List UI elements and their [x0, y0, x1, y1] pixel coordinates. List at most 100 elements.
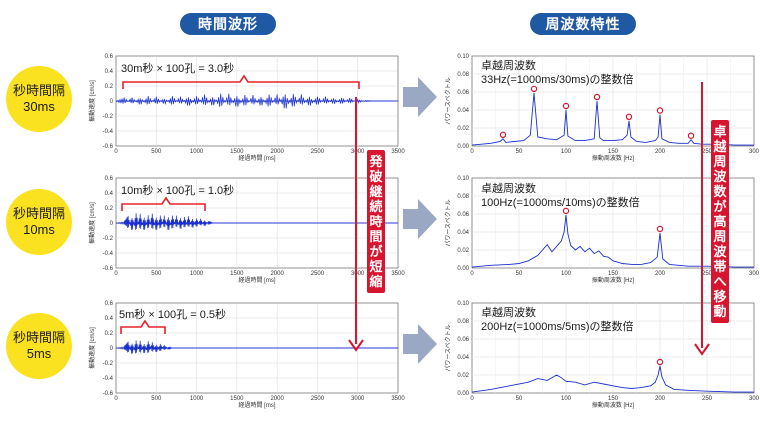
- series-line: [471, 92, 754, 146]
- x-tick-label: 300: [749, 396, 760, 402]
- peak-marker: [625, 113, 633, 121]
- x-tick-label: 1000: [190, 271, 204, 277]
- y-tick-label: 0.10: [457, 176, 469, 182]
- freq-annotation-5ms: 卓越周波数 200Hz(=1000ms/5ms)の整数倍: [481, 306, 634, 334]
- x-axis-label: 経過時間 [ms]: [239, 401, 276, 409]
- x-tick-label: 500: [151, 271, 162, 277]
- x-tick-label: 200: [655, 149, 666, 155]
- y-tick-label: -0.2: [103, 236, 114, 242]
- freq-annotation-30ms: 卓越周波数 33Hz(=1000ms/30ms)の整数倍: [481, 59, 634, 87]
- y-tick-label: -0.4: [103, 251, 114, 257]
- x-tick-label: 50: [516, 396, 523, 402]
- y-tick-label: -0.6: [103, 266, 114, 272]
- y-tick-label: 0: [110, 99, 114, 105]
- x-tick-label: 3000: [351, 149, 365, 155]
- y-tick-label: 0.06: [457, 90, 469, 96]
- x-tick-label: 2000: [270, 271, 284, 277]
- y-tick-label: 0.04: [457, 230, 469, 236]
- flow-arrow-row2: [403, 199, 437, 239]
- y-axis-label: パワースペクトル: [445, 77, 452, 124]
- peak-marker: [656, 107, 664, 114]
- x-axis-label: 振動周波数 [Hz]: [592, 276, 635, 284]
- freq-subtitle: 200Hz(=1000ms/5ms)の整数倍: [481, 321, 634, 333]
- x-tick-label: 300: [749, 271, 760, 277]
- x-tick-label: 0: [470, 396, 474, 402]
- x-tick-label: 2000: [270, 396, 284, 402]
- y-tick-label: 0.00: [457, 266, 469, 272]
- x-tick-label: 2000: [270, 149, 284, 155]
- x-tick-label: 100: [561, 149, 572, 155]
- y-tick-label: -0.6: [103, 144, 114, 150]
- y-axis-label: 振動速度 [cm/s]: [88, 327, 96, 369]
- y-axis-label: 振動速度 [cm/s]: [88, 202, 96, 244]
- y-tick-label: -0.2: [103, 114, 114, 120]
- x-tick-label: 1000: [190, 149, 204, 155]
- x-tick-label: 200: [655, 396, 666, 402]
- y-tick-label: 0.00: [457, 391, 469, 397]
- y-tick-label: 0.4: [105, 191, 114, 197]
- time-annotation-5ms: 5m秒 × 100孔 = 0.5秒: [119, 309, 226, 321]
- x-axis-label: 経過時間 [ms]: [239, 154, 276, 162]
- x-tick-label: 3000: [351, 271, 365, 277]
- y-tick-label: -0.4: [103, 129, 114, 135]
- x-tick-label: 500: [151, 149, 162, 155]
- peak-marker: [656, 358, 664, 366]
- y-tick-label: 0.6: [105, 176, 114, 182]
- y-tick-label: 0: [110, 346, 114, 352]
- peak-marker: [530, 85, 538, 93]
- x-tick-label: 3000: [351, 396, 365, 402]
- flow-arrow-row1: [403, 77, 437, 117]
- freq-subtitle: 100Hz(=1000ms/10ms)の整数倍: [481, 197, 640, 209]
- y-tick-label: 0.04: [457, 108, 469, 114]
- y-tick-label: -0.4: [103, 376, 114, 382]
- series-line: [471, 214, 754, 268]
- y-tick-label: -0.2: [103, 361, 114, 367]
- x-tick-label: 500: [151, 396, 162, 402]
- x-tick-label: 1500: [230, 271, 244, 277]
- x-tick-label: 0: [114, 271, 118, 277]
- interval-circle-5ms: 秒時間隔 5ms: [6, 313, 72, 379]
- freq-shift-callout: 卓越周波数が高周波帯へ移動: [711, 120, 729, 323]
- y-tick-label: 0.6: [105, 54, 114, 60]
- x-tick-label: 1000: [190, 396, 204, 402]
- y-tick-label: 0.08: [457, 194, 469, 200]
- x-tick-label: 2500: [311, 271, 325, 277]
- peak-marker: [656, 225, 664, 233]
- x-tick-label: 150: [608, 271, 619, 277]
- y-axis-label: パワースペクトル: [445, 324, 452, 371]
- x-tick-label: 2500: [311, 396, 325, 402]
- time-waveform-header: 時間波形: [180, 13, 276, 35]
- y-tick-label: 0.6: [105, 301, 114, 307]
- y-tick-label: 0.00: [457, 144, 469, 150]
- time-annotation-10ms: 10m秒 × 100孔 = 1.0秒: [121, 185, 235, 197]
- y-tick-label: 0.04: [457, 355, 469, 361]
- peak-marker: [562, 207, 570, 215]
- y-axis-label: パワースペクトル: [445, 199, 452, 246]
- y-tick-label: 0.10: [457, 54, 469, 60]
- y-tick-label: 0.06: [457, 212, 469, 218]
- y-axis-label: 振動速度 [cm/s]: [88, 80, 96, 122]
- x-tick-label: 250: [702, 271, 713, 277]
- y-tick-label: 0.06: [457, 337, 469, 343]
- x-tick-label: 0: [470, 271, 474, 277]
- flow-arrow-row3: [403, 324, 437, 364]
- x-axis-label: 経過時間 [ms]: [239, 276, 276, 284]
- x-tick-label: 1500: [230, 396, 244, 402]
- time-chart-30ms: 0 500 1000 1500 2000 2500 3000 3500 0.6 0.4 0.2 0 -0…: [84, 50, 405, 168]
- series-line: [471, 365, 754, 393]
- x-axis-label: 振動周波数 [Hz]: [592, 154, 635, 162]
- y-tick-label: 0.4: [105, 316, 114, 322]
- y-tick-label: 0.08: [457, 319, 469, 325]
- freq-title: 卓越周波数: [481, 183, 536, 195]
- y-tick-label: 0.02: [457, 126, 469, 132]
- y-tick-label: 0.10: [457, 301, 469, 307]
- x-axis-label: 振動周波数 [Hz]: [592, 401, 635, 409]
- freq-annotation-10ms: 卓越周波数 100Hz(=1000ms/10ms)の整数倍: [481, 182, 640, 210]
- x-tick-label: 0: [470, 149, 474, 155]
- x-tick-label: 250: [702, 396, 713, 402]
- x-tick-label: 150: [608, 396, 619, 402]
- freq-title: 卓越周波数: [481, 307, 536, 319]
- freq-subtitle: 33Hz(=1000ms/30ms)の整数倍: [481, 74, 634, 86]
- time-chart-10ms: 0 500 1000 1500 2000 2500 3000 3500 0.6 0.4 0.2 0 -0…: [84, 172, 405, 290]
- y-tick-label: 0: [110, 221, 114, 227]
